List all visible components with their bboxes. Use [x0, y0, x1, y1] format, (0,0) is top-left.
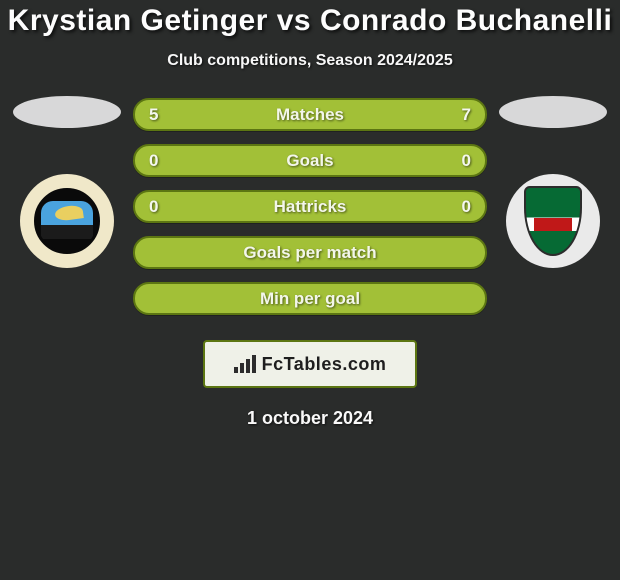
stat-matches-right: 7	[453, 105, 471, 125]
stat-goals-right: 0	[453, 151, 471, 171]
source-logo: FcTables.com	[203, 340, 417, 388]
player-left-col	[11, 98, 123, 268]
source-logo-text: FcTables.com	[262, 354, 387, 375]
player-left-crest	[20, 174, 114, 268]
date-label: 1 october 2024	[0, 408, 620, 429]
crest-right-shield-icon	[524, 186, 582, 256]
stat-bar-goals: 0 Goals 0	[133, 144, 487, 177]
stat-bar-gpm: Goals per match	[133, 236, 487, 269]
player-right-col	[497, 98, 609, 268]
stat-gpm-label: Goals per match	[135, 243, 485, 263]
crest-left-inner	[34, 188, 100, 254]
subtitle: Club competitions, Season 2024/2025	[0, 52, 620, 70]
crest-right-outer	[506, 174, 600, 268]
stat-matches-left: 5	[149, 105, 167, 125]
stat-goals-left: 0	[149, 151, 167, 171]
stat-hattricks-right: 0	[453, 197, 471, 217]
player-left-photo-placeholder	[13, 96, 121, 128]
player-right-crest	[506, 174, 600, 268]
stat-goals-label: Goals	[135, 151, 485, 171]
crest-left-outer	[20, 174, 114, 268]
crest-left-wave-icon	[41, 225, 93, 239]
bars-icon	[234, 355, 256, 373]
player-right-photo-placeholder	[499, 96, 607, 128]
stat-bar-mpg: Min per goal	[133, 282, 487, 315]
stat-bar-hattricks: 0 Hattricks 0	[133, 190, 487, 223]
stat-mpg-label: Min per goal	[135, 289, 485, 309]
stat-bars: 5 Matches 7 0 Goals 0 0 Hattricks 0 Goal…	[133, 98, 487, 328]
stat-matches-label: Matches	[135, 105, 485, 125]
stat-hattricks-label: Hattricks	[135, 197, 485, 217]
stat-hattricks-left: 0	[149, 197, 167, 217]
stat-bar-matches: 5 Matches 7	[133, 98, 487, 131]
comparison-card: Krystian Getinger vs Conrado Buchanelli …	[0, 0, 620, 580]
main-row: 5 Matches 7 0 Goals 0 0 Hattricks 0 Goal…	[0, 98, 620, 328]
page-title: Krystian Getinger vs Conrado Buchanelli	[0, 4, 620, 38]
